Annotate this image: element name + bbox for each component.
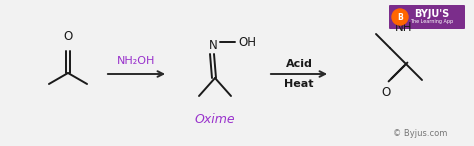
Text: Heat: Heat	[284, 79, 314, 89]
Text: The Learning App: The Learning App	[410, 19, 454, 24]
Text: NH: NH	[395, 21, 412, 34]
Text: N: N	[209, 39, 218, 52]
FancyBboxPatch shape	[389, 5, 465, 29]
Text: OH: OH	[238, 35, 256, 48]
Text: O: O	[64, 30, 73, 43]
Text: B: B	[397, 13, 403, 21]
Text: NH₂OH: NH₂OH	[117, 56, 155, 66]
Text: © Byjus.com: © Byjus.com	[393, 129, 447, 138]
Text: Acid: Acid	[285, 59, 312, 69]
Text: Oxime: Oxime	[195, 113, 235, 126]
Text: BYJU'S: BYJU'S	[414, 9, 450, 19]
Text: O: O	[382, 86, 391, 99]
Circle shape	[392, 9, 408, 25]
